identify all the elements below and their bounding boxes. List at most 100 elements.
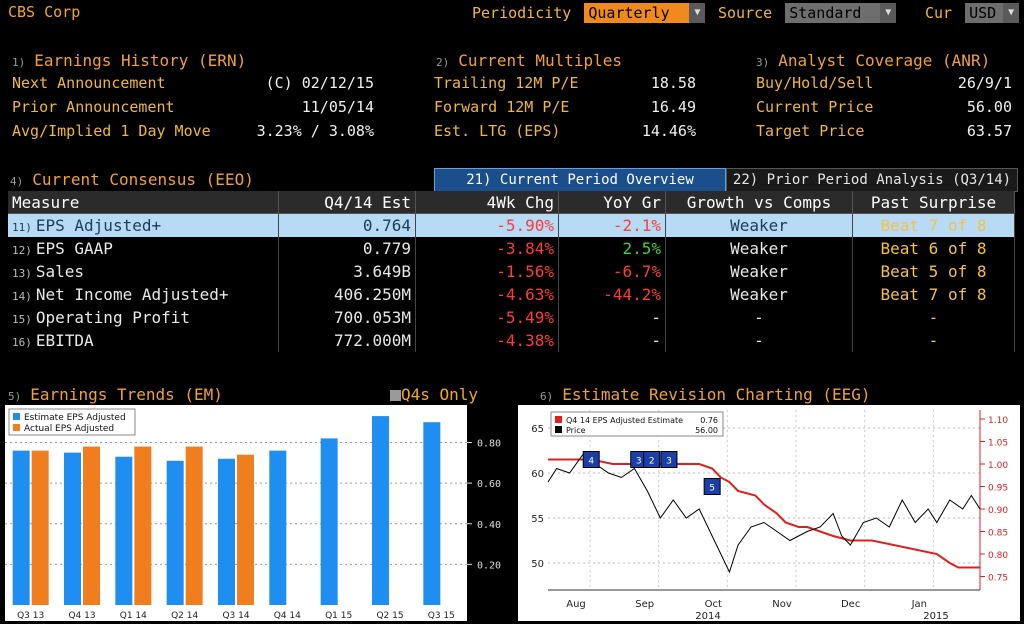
measure-cell: 16) EBITDA bbox=[8, 329, 279, 352]
bar-estimate[interactable] bbox=[372, 416, 389, 605]
tab-prior-period[interactable]: 22) Prior Period Analysis (Q3/14) bbox=[726, 168, 1018, 192]
source-label: Source bbox=[718, 4, 773, 22]
bar-estimate[interactable] bbox=[269, 450, 287, 605]
bar-estimate[interactable] bbox=[166, 460, 184, 605]
analyst-coverage-header[interactable]: 3) Analyst Coverage (ANR) bbox=[756, 51, 990, 70]
yoy-gr-cell: 2.5% bbox=[558, 237, 666, 260]
table-row[interactable]: 11) EPS Adjusted+ 0.764 -5.90% -2.1% Weaker Be… bbox=[8, 213, 1015, 237]
y-tick-label: 0.20 bbox=[477, 560, 501, 571]
current-multiples-header[interactable]: 2) Current Multiples bbox=[436, 51, 622, 70]
revision-marker-label: 4 bbox=[588, 457, 594, 467]
measure-cell: 13) Sales bbox=[8, 260, 279, 283]
revision-marker[interactable] bbox=[703, 478, 721, 495]
bar-estimate[interactable] bbox=[12, 450, 30, 605]
column-past-surprise[interactable]: Past Surprise bbox=[852, 191, 1015, 214]
revision-marker-label: 5 bbox=[709, 484, 715, 494]
section-number: 3) bbox=[756, 56, 770, 69]
bar-actual[interactable] bbox=[31, 450, 49, 605]
next-announcement-label: Next Announcement bbox=[12, 74, 166, 92]
measure-label: EBITDA bbox=[35, 331, 94, 350]
source-dropdown[interactable]: Standard bbox=[785, 3, 881, 23]
table-row[interactable]: 16) EBITDA 772.000M -4.38% - - - bbox=[8, 329, 1015, 352]
measure-label: Sales bbox=[35, 262, 85, 281]
forward-pe-value: 16.49 bbox=[650, 98, 696, 116]
past-surprise-cell: Beat 7 of 8 bbox=[852, 213, 1015, 237]
x-tick-label: Q2 14 bbox=[171, 611, 198, 621]
column-growth-vs-comps[interactable]: Growth vs Comps bbox=[665, 191, 853, 214]
legend-label: Price bbox=[566, 426, 586, 435]
bar-actual[interactable] bbox=[83, 446, 100, 605]
earnings-trends-header[interactable]: 5) Earnings Trends (EM) bbox=[8, 385, 223, 404]
x-axis-band bbox=[5, 605, 467, 621]
column-yoy-gr[interactable]: YoY Gr bbox=[558, 191, 666, 214]
y-tick-label: 0.40 bbox=[477, 520, 501, 531]
growth-vs-comps-cell: - bbox=[665, 306, 853, 329]
row-number: 11) bbox=[12, 221, 32, 234]
checkbox-icon[interactable] bbox=[390, 390, 401, 401]
revision-marker[interactable] bbox=[643, 451, 661, 468]
x-tick-label: Q1 14 bbox=[120, 611, 147, 621]
row-number: 12) bbox=[12, 244, 32, 257]
currency-dropdown[interactable]: USD bbox=[965, 3, 1004, 23]
estimate-cell: 772.000M bbox=[278, 329, 416, 352]
estimate-cell: 0.764 bbox=[278, 213, 416, 237]
table-row[interactable]: 12) EPS GAAP 0.779 -3.84% 2.5% Weaker Beat 6 o… bbox=[8, 237, 1015, 260]
chevron-down-icon[interactable]: ▼ bbox=[1003, 3, 1020, 23]
growth-vs-comps-cell: Weaker bbox=[665, 283, 853, 306]
column-estimate[interactable]: Q4/14 Est bbox=[278, 191, 416, 214]
section-number: 2) bbox=[436, 56, 450, 69]
bar-estimate[interactable] bbox=[115, 456, 133, 605]
measure-cell: 11) EPS Adjusted+ bbox=[8, 213, 279, 237]
chevron-down-icon[interactable]: ▼ bbox=[689, 3, 706, 23]
bar-actual[interactable] bbox=[237, 454, 254, 605]
bar-actual[interactable] bbox=[185, 446, 203, 605]
section-number: 5) bbox=[8, 390, 22, 403]
revision-header[interactable]: 6) Estimate Revision Charting (EEG) bbox=[540, 385, 871, 404]
column-4wk-chg[interactable]: 4Wk Chg bbox=[415, 191, 559, 214]
x-tick-label: Q2 15 bbox=[376, 611, 403, 621]
column-measure[interactable]: Measure bbox=[8, 191, 279, 214]
legend-value: 0.76 bbox=[700, 416, 718, 425]
bar-estimate[interactable] bbox=[320, 438, 338, 605]
measure-label: Net Income Adjusted+ bbox=[35, 285, 229, 304]
estimate-cell: 700.053M bbox=[278, 306, 416, 329]
left-tick-label: 60 bbox=[531, 469, 544, 480]
bar-estimate[interactable] bbox=[64, 452, 81, 605]
x-tick-label: Jan bbox=[911, 599, 927, 610]
consensus-header[interactable]: 4) Current Consensus (EEO) bbox=[10, 170, 254, 189]
current-price-value: 56.00 bbox=[966, 98, 1012, 116]
growth-vs-comps-cell: Weaker bbox=[665, 260, 853, 283]
currency-control: Cur USD ▼ bbox=[925, 3, 1020, 23]
legend-label: Actual EPS Adjusted bbox=[24, 424, 114, 434]
legend-swatch bbox=[13, 413, 20, 420]
estimate-revision-chart: 50 55 60 65 0.75 0.80 0.85 0.90 0.95 1.00 1.05 1.10… bbox=[518, 405, 1020, 621]
consensus-table: Measure Q4/14 Est 4Wk Chg YoY Gr Growth … bbox=[8, 191, 1015, 352]
chevron-down-icon[interactable]: ▼ bbox=[880, 3, 897, 23]
table-row[interactable]: 13) Sales 3.649B -1.56% -6.7% Weaker Beat 5 of… bbox=[8, 260, 1015, 283]
row-number: 13) bbox=[12, 267, 32, 280]
revision-marker[interactable] bbox=[660, 451, 678, 468]
revision-marker[interactable] bbox=[582, 451, 600, 468]
company-name: CBS Corp bbox=[8, 3, 81, 21]
price-line bbox=[547, 454, 981, 574]
buy-hold-sell-value: 26/9/1 bbox=[957, 74, 1012, 92]
trailing-pe-label: Trailing 12M P/E bbox=[434, 74, 579, 92]
revision-marker-label: 3 bbox=[666, 457, 672, 467]
table-row[interactable]: 15) Operating Profit 700.053M -5.49% - - - bbox=[8, 306, 1015, 329]
avg-move-value: 3.23% / 3.08% bbox=[256, 122, 374, 140]
past-surprise-cell: Beat 5 of 8 bbox=[852, 260, 1015, 283]
measure-cell: 14) Net Income Adjusted+ bbox=[8, 283, 279, 306]
x-tick-label: Dec bbox=[841, 599, 860, 610]
bar-estimate[interactable] bbox=[423, 422, 441, 605]
right-tick-label: 0.85 bbox=[988, 529, 1008, 539]
bar-estimate[interactable] bbox=[218, 458, 235, 605]
earnings-history-header[interactable]: 1) Earnings History (ERN) bbox=[12, 51, 246, 70]
q4s-only-toggle[interactable]: Q4s Only bbox=[390, 385, 478, 404]
earnings-trends-chart: 0.20 0.40 0.60 0.80 Q3 13 Q4 13 Q1 14 Q2 14 Q3 1… bbox=[5, 405, 501, 621]
periodicity-dropdown[interactable]: Quarterly bbox=[584, 3, 690, 23]
right-tick-label: 0.95 bbox=[988, 484, 1008, 494]
bar-actual[interactable] bbox=[134, 446, 152, 605]
section-title: Current Consensus (EEO) bbox=[32, 170, 254, 189]
table-row[interactable]: 14) Net Income Adjusted+ 406.250M -4.63% -44… bbox=[8, 283, 1015, 306]
tab-current-period[interactable]: 21) Current Period Overview (Q4/14) bbox=[434, 168, 726, 210]
